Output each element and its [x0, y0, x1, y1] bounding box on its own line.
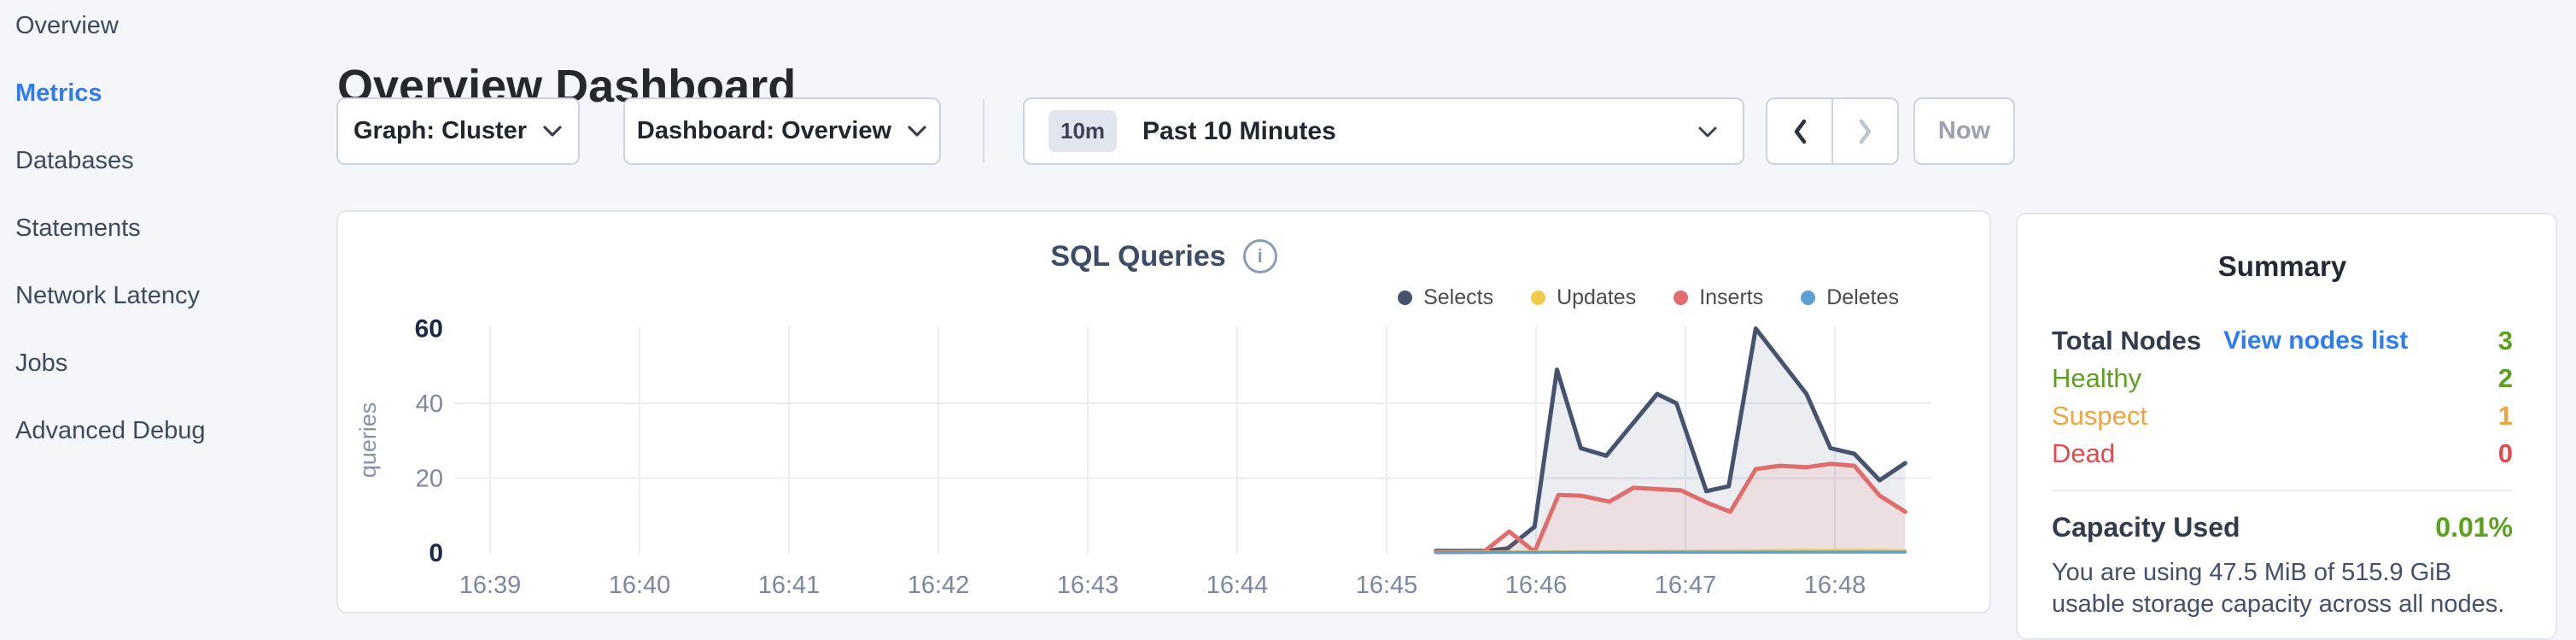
sidebar-item-advanced-debug[interactable]: Advanced Debug — [15, 417, 206, 444]
svg-text:16:41: 16:41 — [758, 572, 821, 599]
time-range-dropdown[interactable]: 10m Past 10 Minutes — [1023, 97, 1744, 165]
summary-title: Summary — [2217, 250, 2347, 282]
chart-title: SQL Queries — [1050, 239, 1226, 273]
svg-text:16:44: 16:44 — [1206, 572, 1269, 599]
inserts-dot-icon — [1674, 291, 1689, 305]
svg-text:16:48: 16:48 — [1804, 572, 1866, 599]
legend-item-deletes: Deletes — [1801, 285, 1899, 310]
svg-text:16:45: 16:45 — [1356, 572, 1418, 599]
svg-text:16:42: 16:42 — [908, 572, 970, 599]
sidebar-item-network-latency[interactable]: Network Latency — [15, 282, 200, 309]
healthy-value: 2 — [2497, 363, 2513, 393]
updates-dot-icon — [1531, 291, 1546, 305]
chevron-down-icon — [908, 126, 926, 137]
svg-text:16:39: 16:39 — [459, 572, 522, 599]
view-nodes-list-link[interactable]: View nodes list — [2223, 326, 2409, 355]
legend-label: Selects — [1423, 285, 1494, 309]
now-button[interactable]: Now — [1913, 97, 2015, 165]
sql-queries-chart-card: SQL Queries i Selects Updates Inserts De… — [336, 210, 1991, 614]
time-range-value: Past 10 Minutes — [1142, 116, 1336, 145]
chart-header: SQL Queries i — [338, 239, 1989, 273]
sidebar-item-metrics[interactable]: Metrics — [15, 79, 102, 107]
sidebar-item-statements[interactable]: Statements — [15, 214, 141, 242]
chevron-right-icon — [1859, 119, 1871, 144]
dashboard-dropdown-label: Dashboard: Overview — [636, 117, 892, 144]
info-icon[interactable]: i — [1242, 239, 1277, 273]
legend-item-updates: Updates — [1531, 285, 1636, 310]
summary-row-total-nodes: Total Nodes View nodes list 3 — [2052, 322, 2513, 360]
svg-text:0: 0 — [429, 539, 443, 567]
legend-item-selects: Selects — [1398, 285, 1493, 310]
dead-value: 0 — [2497, 438, 2513, 468]
svg-text:16:47: 16:47 — [1655, 572, 1717, 599]
dead-label: Dead — [2052, 438, 2116, 468]
svg-text:16:46: 16:46 — [1505, 572, 1568, 599]
svg-text:16:43: 16:43 — [1057, 572, 1119, 599]
svg-text:40: 40 — [416, 390, 443, 418]
svg-text:queries: queries — [355, 402, 381, 479]
controls-divider — [983, 99, 984, 163]
capacity-row: Capacity Used 0.01% — [2052, 512, 2513, 543]
legend-label: Deletes — [1826, 285, 1899, 309]
next-time-window-button[interactable] — [1831, 99, 1897, 163]
time-range-badge: 10m — [1049, 110, 1118, 152]
capacity-used-label: Capacity Used — [2052, 512, 2240, 543]
chevron-down-icon — [1698, 126, 1717, 137]
summary-panel: Summary Total Nodes View nodes list 3 He… — [2016, 213, 2557, 640]
chevron-left-icon — [1794, 119, 1806, 144]
selects-dot-icon — [1398, 291, 1413, 305]
legend-label: Inserts — [1699, 285, 1764, 309]
summary-divider — [2052, 490, 2513, 491]
sql-queries-plot[interactable]: 0 20 40 60 16:39 16:40 16:41 16:42 16:43 16:44 16:… — [338, 212, 1989, 612]
summary-row-dead: Dead 0 — [2052, 435, 2513, 473]
summary-row-suspect: Suspect 1 — [2052, 397, 2513, 435]
chart-legend: Selects Updates Inserts Deletes — [1398, 285, 1899, 310]
svg-text:16:40: 16:40 — [609, 572, 671, 599]
capacity-description: You are using 47.5 MiB of 515.9 GiB usab… — [2052, 559, 2505, 618]
suspect-value: 1 — [2497, 401, 2513, 431]
healthy-label: Healthy — [2052, 363, 2142, 393]
legend-item-inserts: Inserts — [1674, 285, 1763, 310]
svg-text:60: 60 — [415, 315, 443, 343]
sidebar-item-databases[interactable]: Databases — [15, 147, 134, 174]
prev-time-window-button[interactable] — [1767, 99, 1831, 163]
summary-row-healthy: Healthy 2 — [2052, 360, 2513, 397]
dashboard-dropdown[interactable]: Dashboard: Overview — [623, 97, 941, 165]
total-nodes-label: Total Nodes — [2052, 326, 2202, 355]
legend-label: Updates — [1557, 285, 1637, 309]
sidebar-item-overview[interactable]: Overview — [15, 12, 119, 39]
total-nodes-value: 3 — [2497, 326, 2513, 355]
capacity-used-value: 0.01% — [2435, 512, 2513, 543]
time-window-nav — [1766, 97, 1899, 165]
sidebar: Overview Metrics Databases Statements Ne… — [0, 0, 331, 465]
suspect-label: Suspect — [2052, 401, 2148, 431]
graph-dropdown[interactable]: Graph: Cluster — [336, 97, 580, 165]
svg-text:20: 20 — [416, 466, 443, 493]
chevron-down-icon — [543, 126, 562, 137]
sidebar-item-jobs[interactable]: Jobs — [15, 349, 68, 377]
deletes-dot-icon — [1801, 291, 1816, 305]
graph-dropdown-label: Graph: Cluster — [353, 117, 528, 144]
